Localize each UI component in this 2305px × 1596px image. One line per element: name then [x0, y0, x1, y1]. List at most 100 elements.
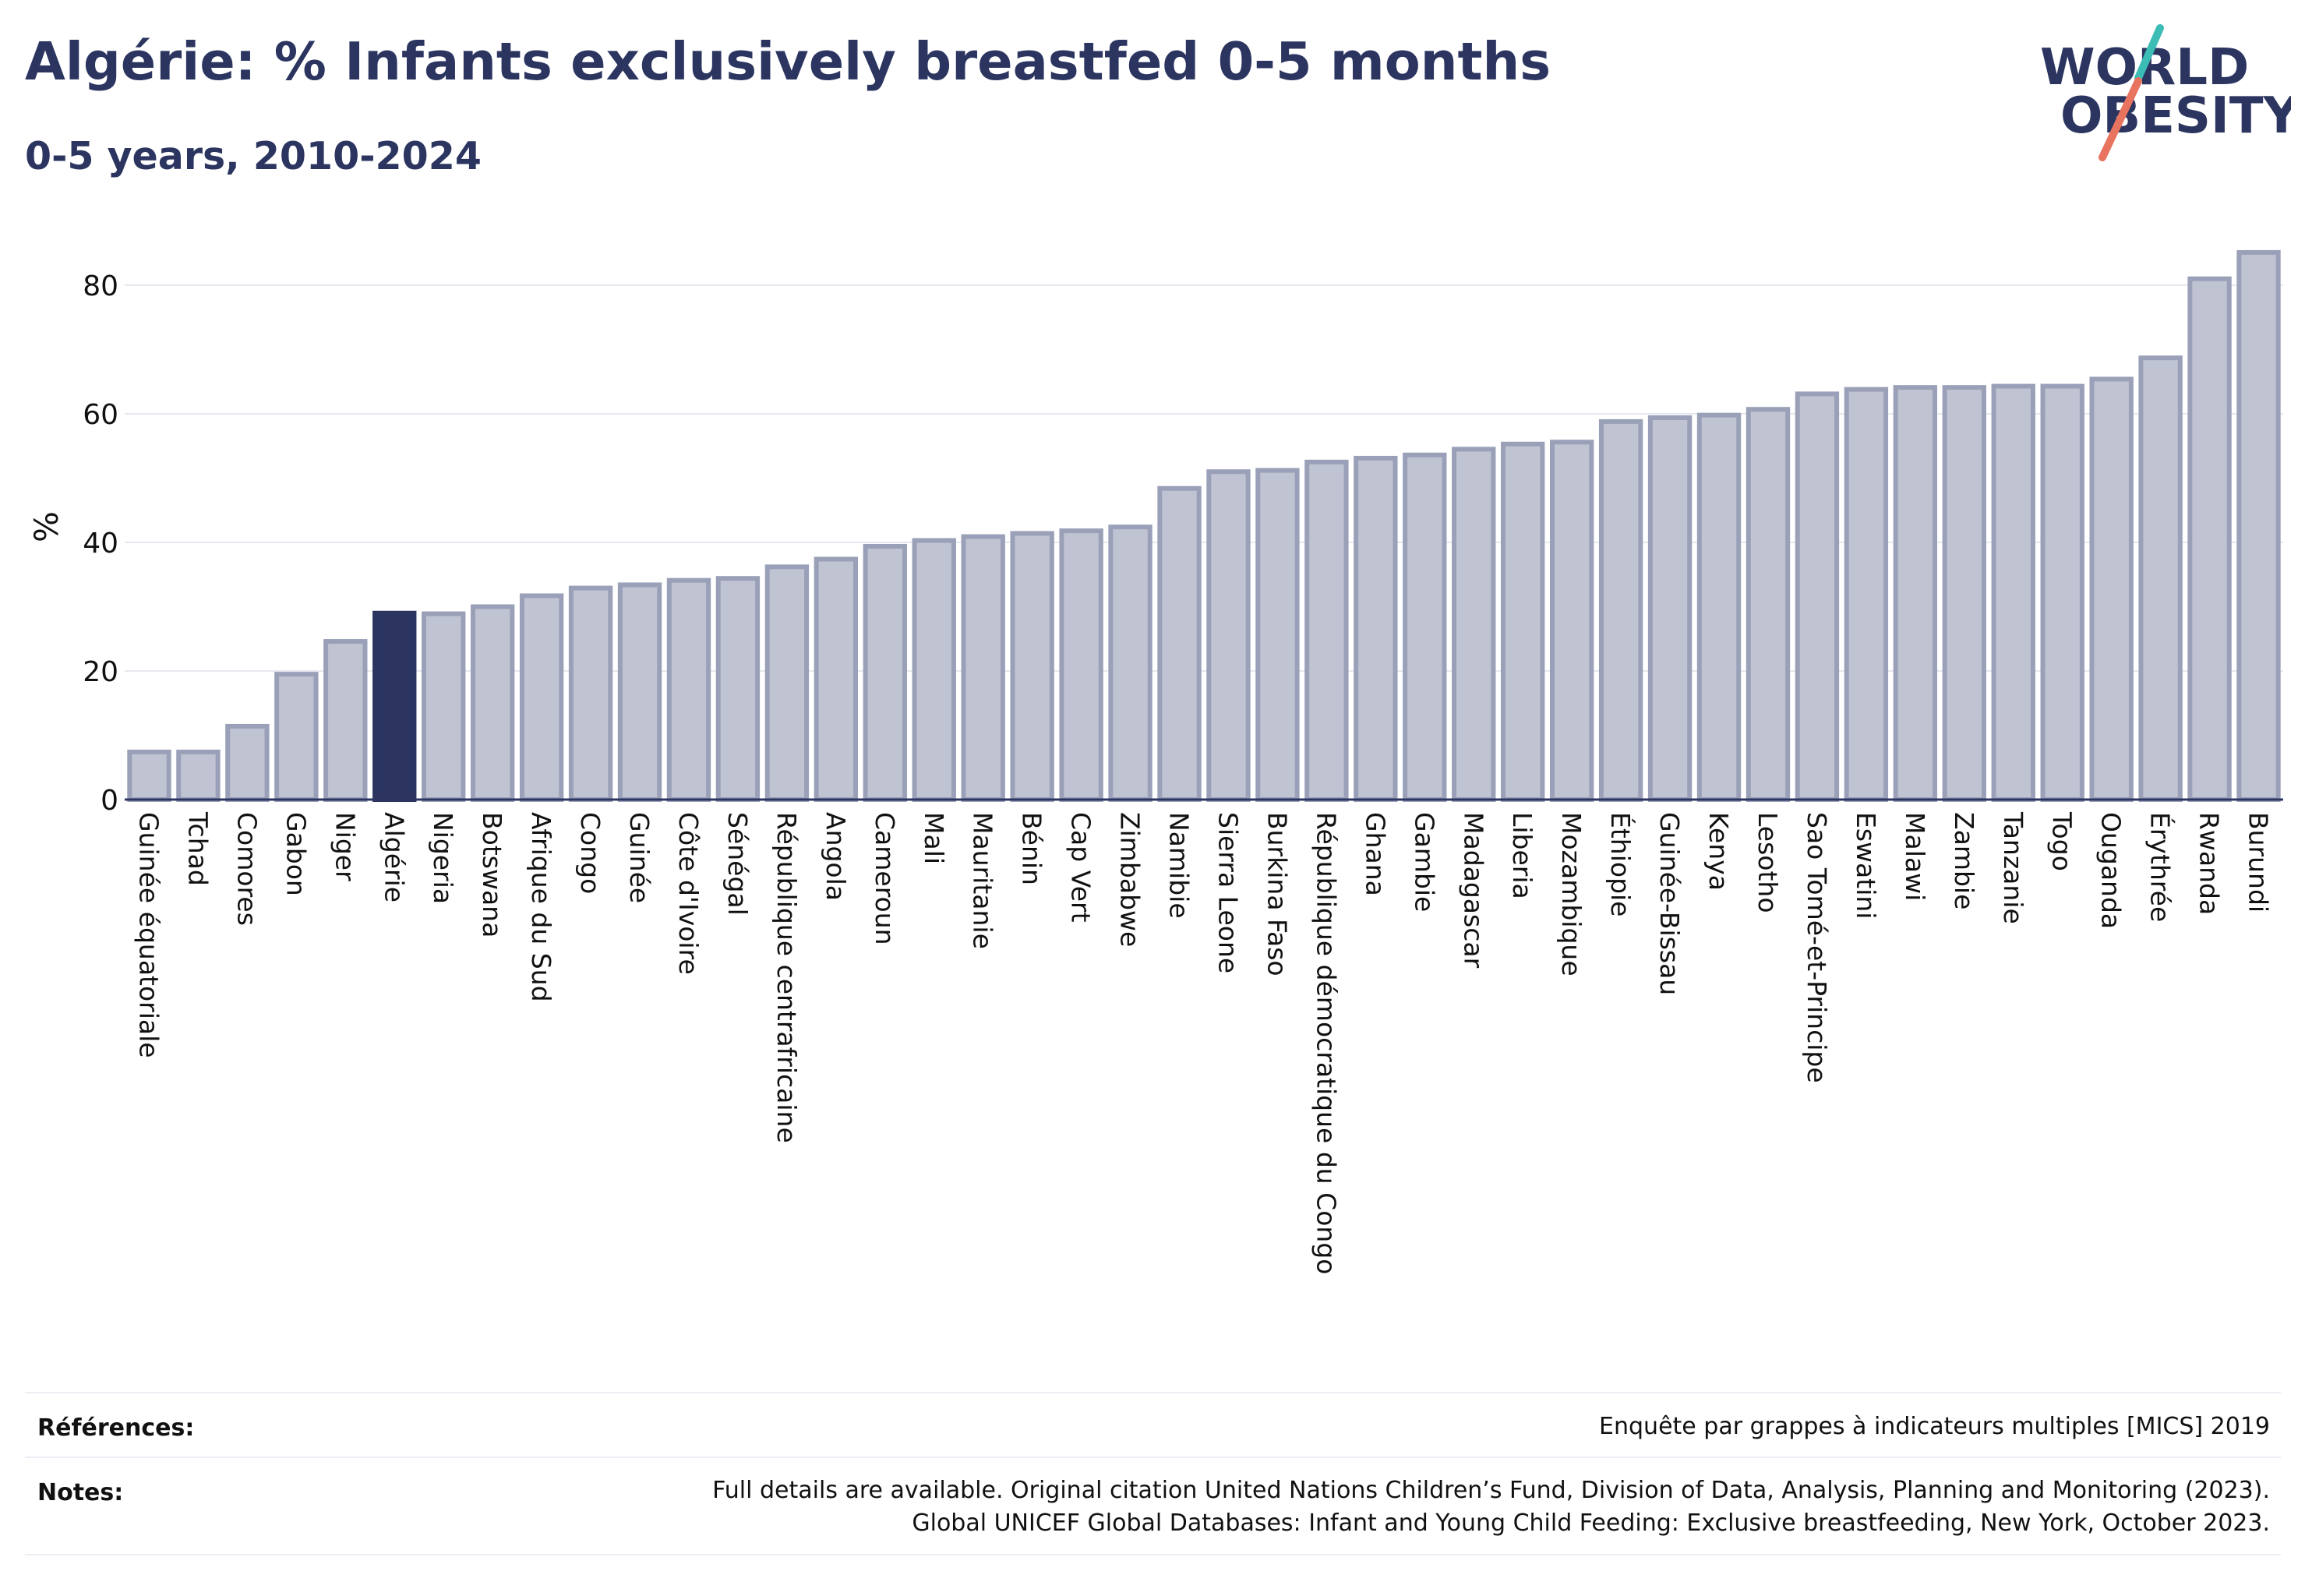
bar [1942, 385, 1986, 802]
x-tick-label: Liberia [1507, 812, 1537, 899]
bar [225, 723, 270, 803]
references-label: Références: [37, 1414, 195, 1442]
logo-slash-coral [2099, 77, 2142, 161]
x-tick-label: Cameroun [870, 812, 900, 945]
x-tick-label: Éthiopie [1605, 812, 1636, 916]
bar [519, 593, 564, 802]
bar [2040, 383, 2084, 802]
x-tick-label: Guinée [624, 812, 655, 903]
x-tick-label: Burkina Faso [1262, 812, 1292, 976]
bar [1598, 418, 1643, 803]
x-tick-label: République démocratique du Congo [1311, 812, 1341, 1274]
x-tick-label: Kenya [1703, 812, 1734, 891]
footer-divider-bottom [25, 1554, 2281, 1555]
axes: % [27, 511, 2283, 801]
bar [715, 576, 761, 802]
bar [1108, 524, 1152, 802]
bar [127, 749, 171, 803]
x-tick-label: Gambie [1409, 812, 1439, 912]
bar [1696, 412, 1742, 803]
chart-title: Algérie: % Infants exclusively breastfed… [25, 31, 1551, 92]
y-tick-label: 40 [83, 528, 118, 560]
y-axis-title: % [27, 511, 65, 542]
bar [961, 534, 1005, 802]
x-tick-label: Guinée-Bissau [1654, 812, 1685, 995]
x-tick-label: Bénin [1017, 812, 1047, 885]
bar [568, 585, 613, 802]
bar [274, 672, 319, 802]
bar [2187, 276, 2232, 802]
x-tick-label: Ouganda [2096, 812, 2127, 929]
bar [470, 604, 515, 802]
bar [2236, 249, 2281, 802]
bar [1501, 441, 1545, 803]
bar [422, 611, 466, 803]
bar [863, 543, 907, 802]
x-tick-label: Burundi [2243, 812, 2274, 913]
bar [912, 538, 956, 803]
bar [1354, 455, 1398, 802]
bar [2089, 376, 2134, 802]
notes-line-1: Full details are available. Original cit… [712, 1477, 2270, 1504]
bar [814, 556, 859, 802]
bar [323, 639, 368, 802]
bar [1157, 486, 1202, 802]
bar [1403, 452, 1447, 802]
x-tick-label: Côte d'Ivoire [673, 812, 704, 975]
x-tick-label: Rwanda [2194, 812, 2225, 915]
bar [1746, 407, 1791, 802]
x-tick-label: Gabon [281, 812, 311, 896]
x-tick-label: République centrafricaine [771, 812, 802, 1143]
x-tick-label: Eswatini [1851, 812, 1881, 919]
x-tick-label: Tchad [182, 811, 213, 886]
bar [1206, 469, 1251, 802]
footer-divider-middle [25, 1457, 2281, 1458]
bar [1893, 385, 1938, 802]
y-tick-label: 0 [101, 785, 118, 817]
y-tick-label: 60 [83, 399, 118, 431]
x-tick-label: Sao Tomé-et-Principe [1802, 812, 1832, 1083]
x-tick-label: Togo [2047, 811, 2077, 871]
bar-chart: % 0 20 40 60 80 Guinée équatoriale Tchad Comore… [27, 249, 2283, 1274]
x-tick-label: Sénégal [722, 812, 753, 916]
x-tick-label: Comores [231, 812, 262, 926]
x-tick-label: Zambie [1949, 812, 1979, 909]
x-tick-label: Afrique du Sud [526, 812, 556, 1002]
x-tick-label: Tanzanie [1998, 811, 2028, 924]
bar [1059, 528, 1103, 803]
bar [2138, 355, 2183, 803]
footer-divider-top [25, 1392, 2281, 1393]
x-tick-label: Angola [821, 812, 851, 901]
bar [1452, 447, 1496, 802]
bar-highlighted [372, 610, 417, 802]
bar [1795, 391, 1840, 802]
logo-line-2: OBESITY [2060, 87, 2291, 145]
chart-subtitle: 0-5 years, 2010-2024 [25, 134, 482, 178]
world-obesity-logo: WORLD OBESITY [2040, 24, 2291, 161]
notes-label: Notes: [37, 1479, 124, 1506]
bar [764, 564, 810, 802]
x-tick-label: Mauritanie [968, 812, 998, 949]
tick-labels: 0 20 40 60 80 Guinée équatoriale Tchad Comores G… [83, 270, 2273, 1274]
logo-slash-teal [2134, 24, 2164, 82]
bar [617, 582, 662, 802]
bar [1991, 383, 2035, 802]
bars [127, 249, 2281, 803]
bar [1010, 531, 1054, 802]
y-tick-label: 20 [83, 656, 118, 688]
bar [1304, 459, 1349, 802]
x-tick-label: Niger [330, 812, 360, 881]
bar [1549, 440, 1594, 802]
references-text: Enquête par grappes à indicateurs multip… [1599, 1413, 2270, 1440]
x-tick-label: Lesotho [1753, 812, 1783, 913]
x-tick-label: Cap Vert [1066, 812, 1096, 923]
x-tick-label: Mali [919, 812, 949, 864]
notes-line-2: Global UNICEF Global Databases: Infant a… [912, 1509, 2270, 1537]
bar [176, 749, 221, 803]
bar [666, 577, 711, 802]
x-tick-label: Botswana [477, 812, 507, 937]
x-tick-label: Malawi [1900, 812, 1930, 901]
x-tick-label: Namibie [1164, 812, 1195, 919]
bar [1647, 415, 1693, 802]
x-tick-label: Zimbabwe [1115, 812, 1145, 947]
